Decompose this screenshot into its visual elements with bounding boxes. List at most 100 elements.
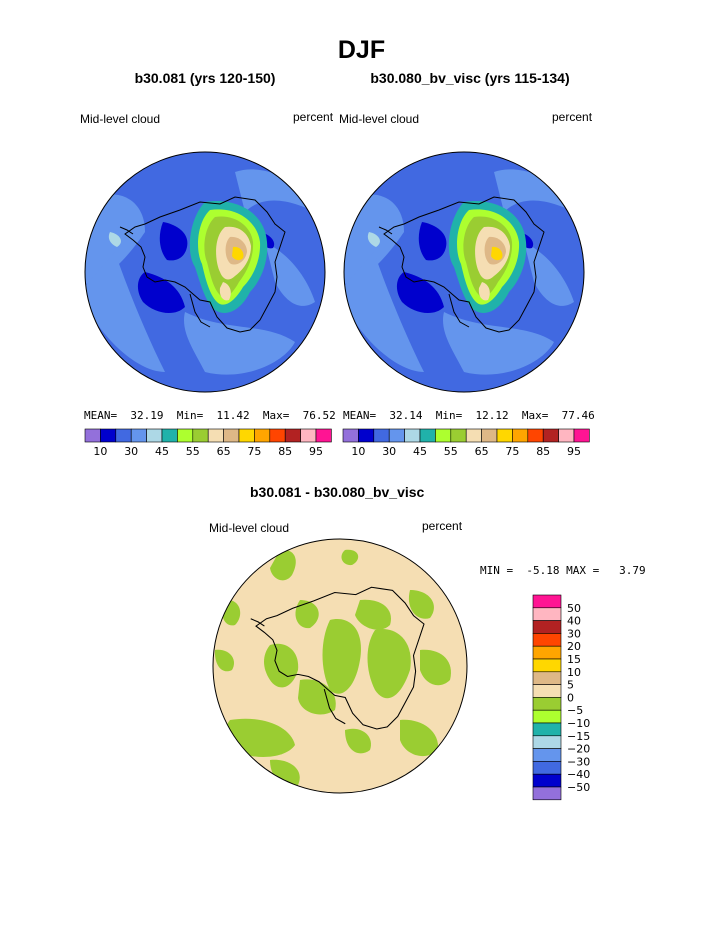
colorbar-panel-1-swatch [254, 428, 271, 443]
diff-map-border [212, 538, 468, 794]
colorbar-diff-tick-label: −50 [567, 781, 590, 794]
colorbar-panel-2-tick-label: 10 [351, 445, 365, 458]
colorbar-panel-2-swatch [465, 428, 482, 443]
colorbar-panel-2-swatch [558, 428, 575, 443]
colorbar-panel-1-tick-label: 75 [247, 445, 261, 458]
colorbar-panel-2-swatch [512, 428, 529, 443]
colorbar-diff-swatch [532, 594, 562, 609]
colorbar-panel-1-tick-label: 65 [217, 445, 231, 458]
colorbar-diff-tick-label: −40 [567, 768, 590, 781]
colorbar-panel-1-swatch [223, 428, 240, 443]
colorbar-diff-tick-label: 15 [567, 653, 581, 666]
colorbar-panel-2-swatch [542, 428, 559, 443]
colorbar-diff-tick-label: 30 [567, 627, 581, 640]
colorbar-panel-1-swatch [84, 428, 101, 443]
colorbar-panel-2-swatch [573, 428, 590, 443]
colorbar-diff-tick-label: 5 [567, 679, 574, 692]
colorbar-panel-2-swatch [419, 428, 436, 443]
colorbar-panel-2-swatch [404, 428, 421, 443]
colorbar-panel-2-tick-label: 30 [382, 445, 396, 458]
panel-1-map-border [84, 151, 326, 393]
diff-title: b30.081 - b30.080_bv_visc [250, 484, 425, 500]
colorbar-diff-tick-label: 20 [567, 640, 581, 653]
colorbar-diff-swatch [532, 684, 562, 698]
colorbar-panel-1-swatch [130, 428, 147, 443]
diff-map [213, 539, 467, 793]
diff-variable-label: Mid-level cloud [209, 521, 290, 535]
colorbar-diff-swatch [532, 773, 562, 788]
panel-1-stats: MEAN= 32.19 Min= 11.42 Max= 76.52 [84, 409, 336, 422]
colorbar-panel-2: 10 30 45 55 65 75 85 95 [342, 428, 590, 458]
colorbar-panel-1-swatch [238, 428, 255, 443]
colorbar-diff-tick-label: −10 [567, 717, 590, 730]
colorbar-panel-1-swatch [284, 428, 301, 443]
colorbar-diff-swatch [532, 735, 562, 749]
colorbar-diff-swatch [532, 761, 562, 775]
colorbar-panel-2-swatch [527, 428, 544, 443]
colorbar-diff-tick-label: −5 [567, 704, 583, 717]
colorbar-diff-swatch [532, 786, 562, 801]
colorbar-panel-2-swatch [373, 428, 390, 443]
colorbar-diff-swatch [532, 722, 562, 737]
colorbar-panel-1-swatch [115, 428, 132, 443]
panel-2-stats: MEAN= 32.14 Min= 12.12 Max= 77.46 [343, 409, 595, 422]
colorbar-panel-2-swatch [450, 428, 467, 443]
colorbar-panel-1-swatch [161, 428, 178, 443]
colorbar-panel-1-swatch [177, 428, 194, 443]
colorbar-panel-1-swatch [146, 428, 163, 443]
colorbar-panel-2-tick-label: 55 [444, 445, 458, 458]
colorbar-diff-swatch [532, 748, 562, 762]
colorbar-diff-tick-label: 40 [567, 615, 581, 628]
panel-1-title: b30.081 (yrs 120-150) [134, 70, 276, 86]
panel-2-variable-label: Mid-level cloud [339, 112, 420, 126]
panel-1-variable-label: Mid-level cloud [80, 112, 161, 126]
colorbar-panel-1-swatch [300, 428, 317, 443]
panel-2-map-border [343, 151, 585, 393]
colorbar-panel-1-tick-label: 10 [93, 445, 107, 458]
colorbar-diff-tick-label: 50 [567, 602, 581, 615]
panel-1-units-label: percent [293, 110, 334, 124]
colorbar-panel-1-tick-label: 85 [278, 445, 292, 458]
colorbar-panel-1-swatch [315, 428, 332, 443]
colorbar-panel-1-swatch [207, 428, 224, 443]
colorbar-panel-2-swatch [435, 428, 452, 443]
colorbar-diff-swatch [532, 709, 562, 724]
colorbar-diff-swatch [532, 658, 562, 673]
diff-units-label: percent [422, 519, 463, 533]
colorbar-diff-swatch [532, 620, 562, 634]
diff-min-max: MIN = -5.18 MAX = 3.79 [480, 564, 646, 577]
colorbar-panel-1-swatch [269, 428, 286, 443]
panel-2-units-label: percent [552, 110, 593, 124]
colorbar-diff-tick-label: −15 [567, 730, 590, 743]
panel-1-map [85, 152, 325, 392]
colorbar-panel-2-tick-label: 85 [536, 445, 550, 458]
colorbar-panel-1-swatch [192, 428, 209, 443]
colorbar-panel-1-swatch [100, 428, 117, 443]
colorbar-diff-tick-label: −20 [567, 743, 590, 756]
colorbar-diff-tick-label: −30 [567, 755, 590, 768]
colorbar-panel-2-swatch [342, 428, 359, 443]
colorbar-panel-2-tick-label: 95 [567, 445, 581, 458]
colorbar-panel-2-tick-label: 45 [413, 445, 427, 458]
colorbar-panel-1-tick-label: 95 [309, 445, 323, 458]
panel-2-map [344, 152, 584, 392]
colorbar-diff-swatch [532, 697, 562, 711]
colorbar-diff-tick-label: 10 [567, 666, 581, 679]
colorbar-panel-2-swatch [496, 428, 513, 443]
colorbar-diff-swatch [532, 633, 562, 647]
colorbar-panel-1: 10 30 45 55 65 75 85 95 [84, 428, 332, 458]
colorbar-panel-1-tick-label: 55 [186, 445, 200, 458]
colorbar-diff-swatch [532, 607, 562, 621]
colorbar-panel-2-tick-label: 75 [505, 445, 519, 458]
main-title: DJF [337, 36, 386, 64]
colorbar-panel-2-swatch [481, 428, 498, 443]
colorbar-panel-1-tick-label: 45 [155, 445, 169, 458]
colorbar-diff-swatch [532, 645, 562, 660]
colorbar-diff-tick-label: 0 [567, 691, 574, 704]
panel-2-title: b30.080_bv_visc (yrs 115-134) [370, 70, 570, 86]
colorbar-diff-swatch [532, 671, 562, 685]
colorbar-panel-2-swatch [358, 428, 375, 443]
colorbar-panel-2-tick-label: 65 [475, 445, 489, 458]
